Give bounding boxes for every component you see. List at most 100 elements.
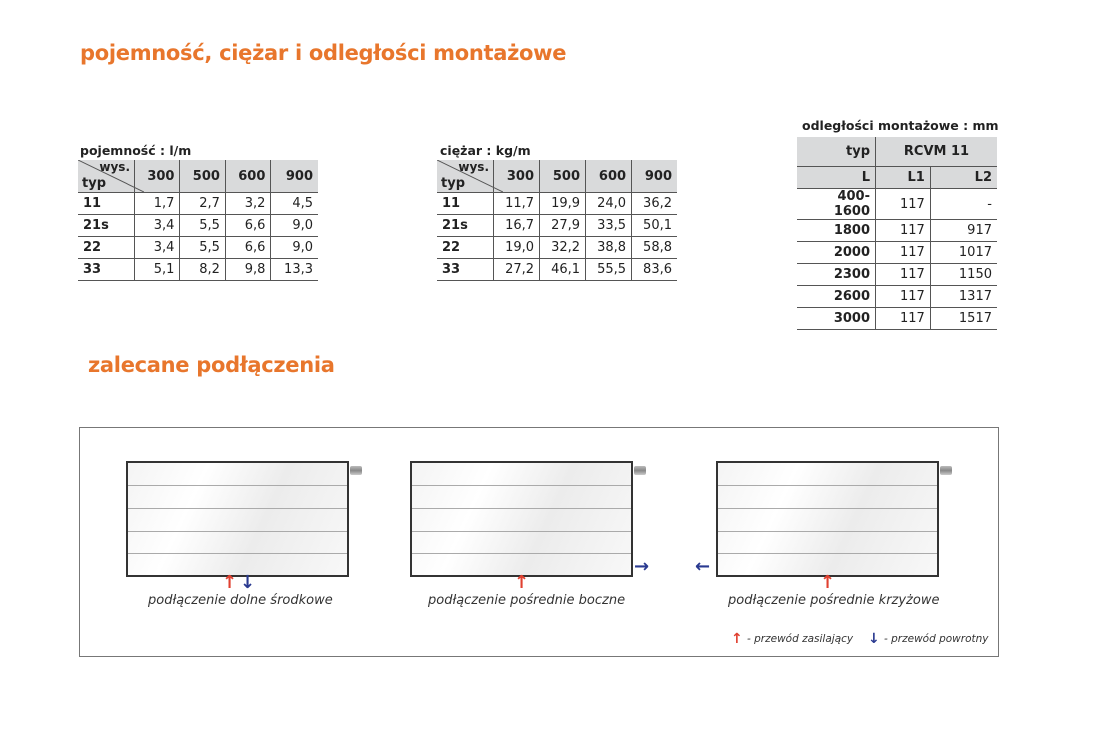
supply-arrow-icon: ↑ <box>514 572 530 593</box>
value-cell: 6,6 <box>224 214 271 237</box>
connections-heading: zalecane podłączenia <box>88 353 335 377</box>
connection-caption: podłączenie pośrednie krzyżowe <box>728 593 940 608</box>
main-heading: pojemność, ciężar i odległości montażowe <box>80 41 567 65</box>
value-cell: 5,5 <box>179 214 226 237</box>
value-cell: 1150 <box>929 263 997 286</box>
legend-supply: - przewód zasilający <box>747 633 854 645</box>
type-label: typ <box>82 176 106 191</box>
return-arrow-icon: → <box>634 556 650 577</box>
column-header: L <box>797 166 876 189</box>
value-cell: 1517 <box>929 307 997 330</box>
return-arrow-icon: ↓ <box>868 631 880 647</box>
supply-arrow-icon: ↑ <box>731 631 743 647</box>
valve-icon <box>940 466 952 475</box>
radiator-image <box>126 461 349 577</box>
connection-caption: podłączenie pośrednie boczne <box>428 593 626 608</box>
column-header: 600 <box>224 160 271 193</box>
value-cell: 5,1 <box>133 258 180 281</box>
value-cell: 1,7 <box>133 192 180 215</box>
column-header: 500 <box>539 160 586 193</box>
value-cell: 117 <box>875 188 931 220</box>
value-cell: 6,6 <box>224 236 271 259</box>
table-row: 2600 117 1317 <box>797 285 997 308</box>
column-header: L1 <box>875 166 931 189</box>
column-header: L2 <box>929 166 997 189</box>
value-cell: 3,2 <box>224 192 271 215</box>
value-cell: 3,4 <box>133 236 180 259</box>
type-cell: 21s <box>437 214 494 237</box>
column-header: 300 <box>133 160 180 193</box>
type-cell: 21s <box>78 214 135 237</box>
column-header: 900 <box>270 160 318 193</box>
value-cell: 33,5 <box>585 214 632 237</box>
value-cell: 19,0 <box>492 236 540 259</box>
table-row: 2000 117 1017 <box>797 241 997 264</box>
value-cell: 11,7 <box>492 192 540 215</box>
value-cell: 4,5 <box>270 192 318 215</box>
value-cell: 3,4 <box>133 214 180 237</box>
value-cell: 117 <box>875 241 931 264</box>
weight-caption: ciężar : kg/m <box>440 143 531 158</box>
column-header: 900 <box>631 160 677 193</box>
value-cell: 917 <box>929 219 997 242</box>
table-row: 22 3,4 5,5 6,6 9,0 <box>78 236 318 259</box>
value-cell: 117 <box>875 285 931 308</box>
type-label: typ <box>441 176 465 191</box>
radiator-image <box>410 461 633 577</box>
table-row: 33 27,2 46,1 55,5 83,6 <box>437 258 677 281</box>
value-cell: 27,2 <box>492 258 540 281</box>
supply-arrow-icon: ↑ <box>222 572 238 593</box>
value-cell: 58,8 <box>631 236 677 259</box>
table-row: 22 19,0 32,2 38,8 58,8 <box>437 236 677 259</box>
type-cell: 11 <box>78 192 135 215</box>
value-cell: - <box>929 188 997 220</box>
model-label: RCVM 11 <box>875 137 997 167</box>
corner-cell: wys. typ <box>78 160 144 193</box>
radiator-image <box>716 461 939 577</box>
table-row: 11 1,7 2,7 3,2 4,5 <box>78 192 318 215</box>
value-cell: 83,6 <box>631 258 677 281</box>
connection-caption: podłączenie dolne środkowe <box>148 593 333 608</box>
column-header: 500 <box>179 160 226 193</box>
value-cell: 400-1600 <box>797 188 876 220</box>
value-cell: 3000 <box>797 307 876 330</box>
value-cell: 36,2 <box>631 192 677 215</box>
value-cell: 9,0 <box>270 214 318 237</box>
table-row: 400-1600 117- <box>797 188 997 220</box>
table-row: 3000 117 1517 <box>797 307 997 330</box>
capacity-table: wys. typ 300 500 600 900 11 1,7 2,7 3,2 4,5 21s 3,4 5… <box>78 160 318 281</box>
value-cell: 2300 <box>797 263 876 286</box>
table-row: 1800 117 917 <box>797 219 997 242</box>
mounting-caption: odległości montażowe : mm <box>802 118 999 133</box>
value-cell: 8,2 <box>179 258 226 281</box>
value-cell: 27,9 <box>539 214 586 237</box>
table-row: 2300 117 1150 <box>797 263 997 286</box>
value-cell: 2,7 <box>179 192 226 215</box>
connections-diagram <box>79 427 999 657</box>
type-label: typ <box>797 137 876 167</box>
table-row: 21s 16,7 27,9 33,5 50,1 <box>437 214 677 237</box>
value-cell: 2600 <box>797 285 876 308</box>
value-cell: 55,5 <box>585 258 632 281</box>
value-cell: 16,7 <box>492 214 540 237</box>
table-row: 11 11,7 19,9 24,0 36,2 <box>437 192 677 215</box>
valve-icon <box>634 466 646 475</box>
value-cell: 9,8 <box>224 258 271 281</box>
return-arrow-icon: ↓ <box>240 572 256 593</box>
value-cell: 117 <box>875 263 931 286</box>
mounting-table: typ RCVM 11 L L1 L2 400-1600 117-1800 117 917 200… <box>797 137 997 330</box>
weight-table: wys. typ 300 500 600 900 11 11,7 19,9 24,0 36,2 21s… <box>437 160 677 281</box>
subheader-row: L L1 L2 <box>797 166 997 189</box>
capacity-caption: pojemność : l/m <box>80 143 192 158</box>
type-cell: 33 <box>78 258 135 281</box>
header-row: wys. typ 300 500 600 900 <box>78 160 318 193</box>
header-row: typ RCVM 11 <box>797 137 997 167</box>
value-cell: 1800 <box>797 219 876 242</box>
value-cell: 1317 <box>929 285 997 308</box>
value-cell: 117 <box>875 219 931 242</box>
value-cell: 1017 <box>929 241 997 264</box>
return-arrow-icon: ← <box>695 556 711 577</box>
value-cell: 19,9 <box>539 192 586 215</box>
value-cell: 24,0 <box>585 192 632 215</box>
